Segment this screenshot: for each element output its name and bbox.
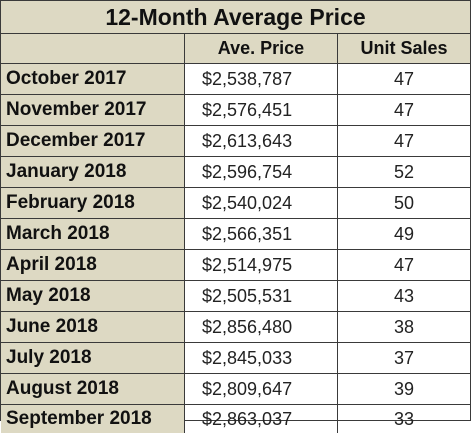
sales-cell: 37 — [393, 347, 415, 368]
sales-cell: 43 — [393, 285, 415, 306]
price-cell: $2,856,480 — [185, 312, 338, 342]
price-cell: $2,845,033 — [185, 343, 338, 373]
price-cell: $2,809,647 — [185, 374, 338, 404]
sales-cell: 47 — [393, 68, 415, 89]
price-cell: $2,863,037 — [185, 405, 338, 433]
month-cell: August 2018 — [1, 374, 185, 404]
month-cell: September 2018 — [1, 405, 185, 433]
sales-cell: 47 — [393, 130, 415, 151]
table-body: October 2017 $2,538,787 47 November 2017 $2,… — [1, 64, 470, 433]
table-row: October 2017 $2,538,787 47 — [1, 64, 470, 95]
sales-cell: 33 — [393, 408, 415, 429]
table-title: 12-Month Average Price — [1, 1, 470, 34]
sales-cell: 38 — [393, 316, 415, 337]
price-cell: $2,566,351 — [185, 219, 338, 249]
month-cell: November 2017 — [1, 95, 185, 125]
sales-cell: 50 — [393, 192, 415, 213]
sales-cell: 47 — [393, 254, 415, 275]
month-cell: December 2017 — [1, 126, 185, 156]
price-cell: $2,505,531 — [185, 281, 338, 311]
price-cell: $2,613,643 — [185, 126, 338, 156]
sales-cell: 39 — [393, 378, 415, 399]
sales-cell: 47 — [393, 99, 415, 120]
header-sales: Unit Sales — [338, 34, 470, 63]
table-row: July 2018 $2,845,033 37 — [1, 343, 470, 374]
month-cell: March 2018 — [1, 219, 185, 249]
table-row: August 2018 $2,809,647 39 — [1, 374, 470, 405]
header-month — [1, 34, 185, 63]
month-cell: February 2018 — [1, 188, 185, 218]
sales-cell: 49 — [393, 223, 415, 244]
month-cell: June 2018 — [1, 312, 185, 342]
month-cell: July 2018 — [1, 343, 185, 373]
table-row: June 2018 $2,856,480 38 — [1, 312, 470, 343]
table-row: April 2018 $2,514,975 47 — [1, 250, 470, 281]
sales-cell: 52 — [393, 161, 415, 182]
table-row: November 2017 $2,576,451 47 — [1, 95, 470, 126]
price-cell: $2,596,754 — [185, 157, 338, 187]
table-row: September 2018 $2,863,037 33 — [1, 405, 470, 433]
table-row: December 2017 $2,613,643 47 — [1, 126, 470, 157]
price-cell: $2,538,787 — [185, 64, 338, 94]
month-cell: April 2018 — [1, 250, 185, 280]
table-row: March 2018 $2,566,351 49 — [1, 219, 470, 250]
header-row: Ave. Price Unit Sales — [1, 34, 470, 64]
table-row: January 2018 $2,596,754 52 — [1, 157, 470, 188]
table-row: May 2018 $2,505,531 43 — [1, 281, 470, 312]
month-cell: January 2018 — [1, 157, 185, 187]
price-cell: $2,514,975 — [185, 250, 338, 280]
price-cell: $2,576,451 — [185, 95, 338, 125]
header-price: Ave. Price — [185, 34, 338, 63]
price-cell: $2,540,024 — [185, 188, 338, 218]
month-cell: May 2018 — [1, 281, 185, 311]
table-row: February 2018 $2,540,024 50 — [1, 188, 470, 219]
month-cell: October 2017 — [1, 64, 185, 94]
